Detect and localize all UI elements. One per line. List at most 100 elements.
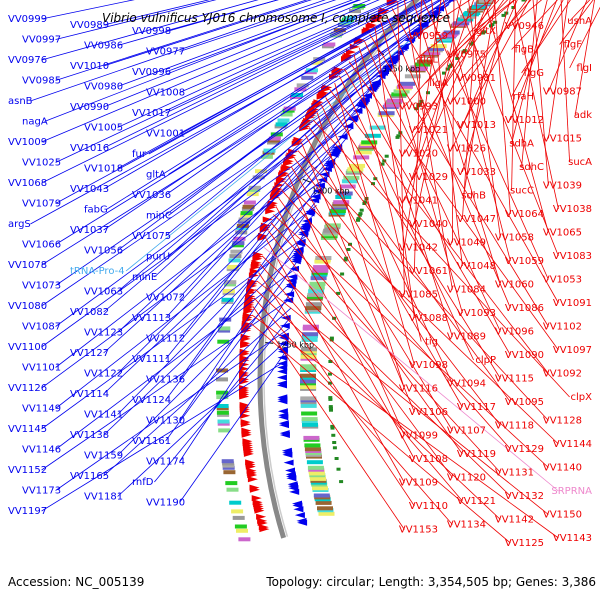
leader-line (268, 230, 453, 478)
gene-label-vv1091: VV1091 (553, 298, 592, 309)
leader-line (55, 0, 431, 204)
gene-label-vv0946: VV0946 (505, 21, 544, 32)
cog-category-block (218, 328, 231, 333)
gene-label-vv1150: VV1150 (543, 510, 582, 521)
gene-label-vv1084: VV1084 (447, 285, 486, 296)
leader-line (165, 0, 447, 196)
leader-line (103, 0, 432, 190)
leader-line (358, 47, 453, 337)
reverse-gene-arrow (262, 216, 273, 223)
cog-category-block (300, 396, 317, 401)
reverse-gene-arrow (246, 467, 257, 474)
leader-line (452, 0, 528, 102)
leader-line (431, 0, 463, 267)
leader-line (250, 323, 511, 544)
rna-feature-mark (334, 457, 339, 460)
leader-line (294, 158, 501, 426)
gene-label-vv1005: VV1005 (84, 123, 123, 134)
rna-feature-mark (329, 336, 334, 340)
leader-line (265, 239, 405, 483)
rna-feature-mark (501, 13, 506, 17)
cog-category-block (248, 185, 261, 190)
leader-line (165, 0, 408, 114)
rna-feature-mark (332, 446, 337, 450)
gene-label-vv1083: VV1083 (553, 251, 592, 262)
cog-category-block (302, 324, 319, 329)
rna-feature-mark (363, 200, 368, 204)
cog-category-block (471, 4, 488, 9)
cog-category-block (312, 486, 328, 491)
cog-category-block (296, 83, 309, 88)
leader-line (511, 0, 548, 144)
gene-label-vv1097: VV1097 (553, 345, 592, 356)
leader-line (103, 245, 305, 436)
cog-category-block (233, 236, 246, 241)
leader-line (258, 272, 415, 507)
cog-category-block (218, 428, 231, 433)
gene-label-vv1029: VV1029 (409, 172, 448, 183)
gene-label-vv0998: VV0998 (132, 26, 171, 37)
gene-label-srprna: SRPRNA (551, 486, 592, 497)
rna-feature-mark (373, 177, 378, 181)
leader-line (41, 360, 287, 512)
leader-line (106, 0, 442, 210)
leader-line (103, 185, 325, 395)
cog-category-block (315, 256, 332, 260)
leader-line (297, 150, 549, 421)
rna-feature-mark (462, 49, 467, 53)
gene-label-glta: gltA (146, 170, 166, 181)
cog-category-block (222, 291, 235, 296)
cog-category-block (323, 228, 340, 233)
tick-label: 1150 kbp (382, 65, 420, 74)
leader-line (404, 0, 495, 154)
leader-line (484, 0, 549, 233)
leader-line (512, 0, 559, 210)
cog-category-block (238, 537, 251, 542)
reverse-gene-arrow (245, 459, 256, 466)
reverse-gene-arrow (239, 361, 250, 368)
gene-label-vv1075: VV1075 (132, 231, 171, 242)
cog-category-block (437, 37, 454, 42)
leader-line (165, 137, 347, 360)
leader-line (325, 97, 501, 379)
gene-label-vv1065: VV1065 (543, 228, 582, 239)
gene-label-vv1079: VV1079 (22, 199, 61, 210)
gene-label-vv1010: VV1010 (70, 61, 109, 72)
gene-label-vv1015: VV1015 (543, 134, 582, 145)
leader-line (559, 0, 594, 45)
rna-feature-mark (396, 134, 401, 138)
cog-category-block (216, 368, 229, 373)
rna-feature-mark (332, 441, 337, 444)
rna-feature-mark (328, 372, 332, 376)
gene-label-args: argS (8, 219, 31, 230)
cog-category-block (304, 447, 321, 452)
cog-category-block (291, 93, 304, 97)
reverse-gene-arrow (346, 49, 356, 56)
rna-feature-mark (426, 91, 430, 95)
leader-line (380, 20, 463, 314)
cog-category-block (301, 411, 318, 416)
gene-label-vv1112: VV1112 (146, 334, 185, 345)
rna-feature-mark (356, 217, 361, 221)
gene-label-vv1009: VV1009 (8, 137, 47, 148)
rna-feature-mark (328, 381, 332, 385)
cog-category-block (236, 226, 249, 231)
gene-label-vv1113: VV1113 (132, 313, 171, 324)
gene-label-sdhb: sdhB (461, 191, 486, 202)
gene-label-liga: ligA (429, 78, 448, 89)
cog-category-block (301, 347, 317, 352)
reverse-gene-arrow (240, 419, 251, 426)
forward-gene-arrow (295, 238, 306, 245)
gene-label-vv1040: VV1040 (409, 219, 448, 230)
gene-label-vv0989: VV0989 (70, 20, 109, 31)
leader-line (165, 83, 381, 319)
forward-gene-arrow (398, 43, 409, 50)
leader-line (574, 0, 595, 116)
cog-category-block (300, 403, 317, 408)
rna-feature-mark (417, 102, 422, 106)
forward-gene-arrow (277, 408, 288, 415)
cog-category-block (343, 16, 356, 20)
leader-line (148, 0, 428, 155)
cog-category-block (246, 192, 259, 197)
accession-text: Accession: NC_005139 (8, 575, 144, 589)
